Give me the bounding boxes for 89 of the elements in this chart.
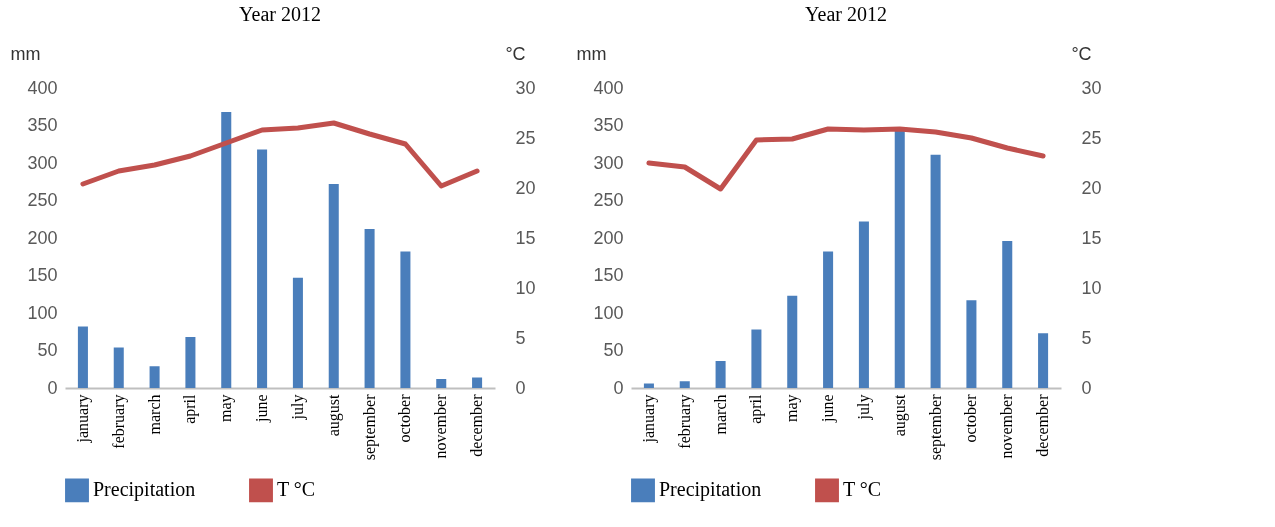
y-tick-label: 300: [593, 152, 624, 173]
x-tick-label: january: [639, 394, 658, 444]
legend-label: T °C: [277, 478, 316, 501]
bar: [292, 277, 303, 388]
y2-tick-label: 0: [515, 377, 526, 398]
x-tick-label: february: [109, 394, 128, 449]
x-tick-label: june: [819, 394, 838, 424]
y-tick-label: 0: [613, 377, 624, 398]
x-tick-label: january: [73, 394, 92, 444]
y-tick-label: 100: [593, 302, 624, 323]
bar: [894, 129, 905, 388]
y2-tick-label: 20: [1081, 177, 1102, 198]
bar: [328, 184, 339, 388]
chart-title: Year 2012: [239, 3, 321, 25]
x-tick-label: september: [360, 393, 379, 461]
x-tick-label: october: [962, 393, 980, 443]
y2-tick-label: 20: [515, 177, 536, 198]
bar: [400, 251, 411, 388]
legend-label: Precipitation: [93, 478, 196, 502]
y-tick-label: 100: [27, 302, 58, 323]
bar: [1038, 333, 1049, 388]
x-tick-label: april: [181, 393, 200, 424]
x-tick-label: december: [1034, 393, 1052, 457]
y2-tick-label: 10: [515, 277, 536, 298]
bar: [930, 154, 941, 388]
bar: [966, 300, 977, 388]
y2-tick-label: 30: [1081, 77, 1102, 98]
y2-axis-title: °C: [1071, 43, 1092, 64]
y-axis-title: mm: [576, 43, 607, 64]
y-tick-label: 350: [593, 115, 624, 135]
legend-label: T °C: [843, 478, 882, 501]
bar: [1002, 241, 1013, 388]
bar: [185, 337, 196, 388]
y2-axis-title: °C: [505, 43, 526, 64]
x-tick-label: september: [926, 393, 945, 461]
x-tick-label: november: [998, 393, 1016, 459]
x-tick-label: august: [324, 393, 343, 437]
bar: [787, 295, 798, 388]
y2-tick-label: 25: [515, 127, 536, 148]
y2-tick-label: 30: [515, 77, 536, 98]
y-tick-label: 400: [593, 77, 624, 98]
y-tick-label: 250: [593, 190, 624, 210]
x-tick-label: november: [432, 393, 450, 459]
x-tick-label: july: [854, 394, 873, 421]
x-tick-label: may: [783, 394, 802, 423]
x-tick-label: december: [468, 393, 486, 457]
y-tick-label: 150: [27, 265, 58, 285]
y2-tick-label: 15: [1081, 227, 1102, 248]
chart-title: Year 2012: [805, 3, 887, 25]
x-tick-label: august: [890, 393, 909, 437]
x-tick-label: march: [711, 394, 729, 435]
y-tick-label: 0: [47, 377, 58, 398]
bar: [751, 329, 762, 388]
y-tick-label: 50: [603, 340, 624, 360]
y-tick-label: 200: [27, 227, 58, 248]
x-tick-label: april: [747, 393, 766, 424]
y2-tick-label: 15: [515, 227, 536, 248]
y2-tick-label: 25: [1081, 127, 1102, 148]
x-tick-label: march: [145, 394, 163, 435]
y2-tick-label: 10: [1081, 277, 1102, 298]
bar: [257, 149, 268, 388]
bar: [77, 326, 88, 388]
bar: [221, 112, 232, 388]
bar: [149, 366, 160, 388]
x-tick-label: june: [253, 394, 272, 424]
y-tick-label: 400: [27, 77, 58, 98]
y-tick-label: 250: [27, 190, 58, 210]
bar: [823, 251, 834, 388]
y2-tick-label: 0: [1081, 377, 1092, 398]
y-tick-label: 350: [27, 115, 58, 135]
y-tick-label: 200: [593, 227, 624, 248]
bar: [436, 379, 447, 388]
bar: [715, 361, 726, 388]
x-tick-label: february: [675, 394, 694, 449]
y-tick-label: 150: [593, 265, 624, 285]
bar: [858, 221, 869, 388]
y2-tick-label: 5: [515, 327, 526, 348]
x-tick-label: october: [396, 393, 414, 443]
bar: [472, 377, 483, 388]
bar: [364, 229, 375, 388]
bar: [679, 381, 690, 388]
y-tick-label: 300: [27, 152, 58, 173]
y2-tick-label: 5: [1081, 327, 1092, 348]
x-tick-label: may: [217, 394, 236, 423]
bar: [113, 347, 124, 388]
x-tick-label: july: [288, 394, 307, 421]
y-axis-title: mm: [10, 43, 41, 64]
legend-label: Precipitation: [659, 478, 762, 502]
y-tick-label: 50: [37, 340, 58, 360]
